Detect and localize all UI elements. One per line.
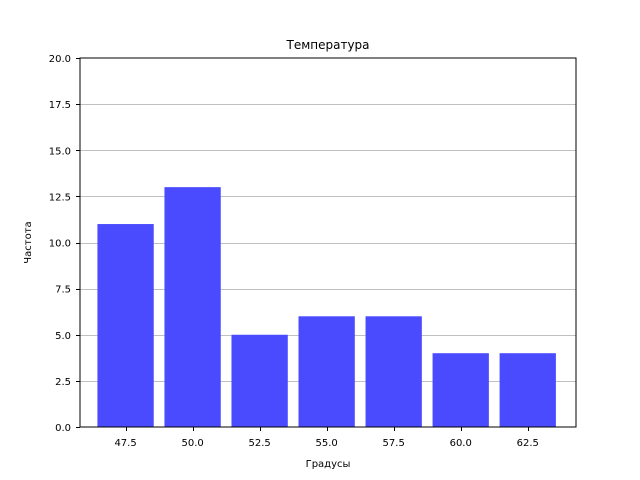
y-axis-label: Частота — [23, 221, 34, 263]
chart-title: Температура — [285, 38, 369, 52]
bar-57.5 — [365, 316, 422, 427]
y-axis-ticks: 0.0 2.5 5.0 7.5 10.0 12.5 15.0 17.5 20.0 — [49, 54, 80, 434]
y-tick-label: 2.5 — [55, 377, 71, 388]
y-tick-label: 7.5 — [55, 285, 71, 296]
bars — [97, 187, 556, 427]
x-tick-label: 57.5 — [383, 438, 405, 449]
x-tick-label: 52.5 — [248, 438, 270, 449]
y-tick-label: 0.0 — [55, 423, 71, 434]
x-axis-label: Градусы — [306, 459, 351, 470]
y-tick-label: 17.5 — [49, 100, 71, 111]
y-tick-label: 15.0 — [49, 146, 71, 157]
y-tick-label: 12.5 — [49, 192, 71, 203]
bar-47.5 — [97, 224, 154, 427]
x-tick-label: 50.0 — [181, 438, 203, 449]
x-tick-label: 62.5 — [517, 438, 539, 449]
y-tick-label: 20.0 — [49, 54, 71, 65]
y-tick-label: 10.0 — [49, 239, 71, 250]
y-tick-label: 5.0 — [55, 331, 71, 342]
bar-60.0 — [432, 353, 489, 427]
bar-55.0 — [298, 316, 355, 427]
x-tick-label: 55.0 — [316, 438, 338, 449]
bar-62.5 — [499, 353, 556, 427]
x-tick-label: 47.5 — [114, 438, 136, 449]
x-tick-label: 60.0 — [450, 438, 472, 449]
x-axis-ticks: 47.5 50.0 52.5 55.0 57.5 60.0 62.5 — [114, 427, 539, 449]
bar-52.5 — [231, 334, 288, 427]
bar-50.0 — [164, 187, 221, 427]
